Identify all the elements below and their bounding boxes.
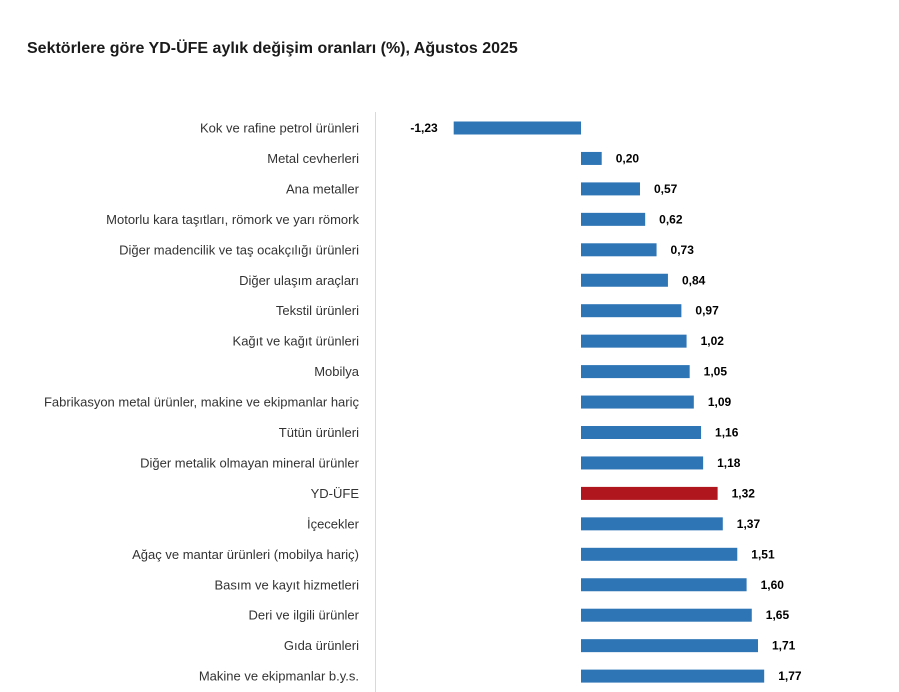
bar bbox=[581, 365, 690, 379]
bar bbox=[581, 212, 646, 226]
category-label: Metal cevherleri bbox=[267, 151, 359, 166]
category-label: Diğer metalik olmayan mineral ürünler bbox=[140, 455, 360, 470]
bar bbox=[581, 395, 694, 409]
category-label: Ana metaller bbox=[286, 181, 360, 196]
value-label: 1,51 bbox=[751, 547, 775, 561]
value-label: -1,23 bbox=[410, 121, 438, 135]
bar bbox=[581, 578, 747, 592]
value-label: 0,84 bbox=[682, 273, 706, 287]
category-label: Diğer madencilik ve taş ocakçılığı ürünl… bbox=[119, 242, 359, 257]
bar bbox=[581, 608, 752, 622]
category-label: Mobilya bbox=[314, 364, 360, 379]
category-label: Diğer ulaşım araçları bbox=[239, 273, 359, 288]
category-label: Tekstil ürünleri bbox=[276, 303, 359, 318]
value-label: 0,62 bbox=[659, 212, 683, 226]
value-label: 1,71 bbox=[772, 639, 796, 653]
bar bbox=[581, 304, 682, 318]
bar bbox=[581, 243, 657, 257]
category-label: Gıda ürünleri bbox=[284, 638, 359, 653]
category-label: Basım ve kayıt hizmetleri bbox=[215, 577, 360, 592]
value-label: 1,09 bbox=[708, 395, 732, 409]
category-label: Kok ve rafine petrol ürünleri bbox=[200, 121, 359, 136]
category-label: Makine ve ekipmanlar b.y.s. bbox=[199, 669, 359, 684]
category-label: Tütün ürünleri bbox=[279, 425, 359, 440]
category-label: Kağıt ve kağıt ürünleri bbox=[233, 334, 360, 349]
bar bbox=[581, 456, 704, 470]
bar bbox=[453, 121, 581, 135]
bar bbox=[581, 334, 687, 348]
bar bbox=[581, 669, 765, 683]
value-label: 1,02 bbox=[701, 334, 725, 348]
chart-title: Sektörlere göre YD-ÜFE aylık değişim ora… bbox=[27, 40, 518, 57]
value-label: 1,18 bbox=[717, 456, 741, 470]
value-label: 0,73 bbox=[671, 243, 695, 257]
category-label: YD-ÜFE bbox=[311, 486, 360, 501]
bar bbox=[581, 547, 738, 561]
bar bbox=[581, 517, 723, 531]
value-label: 1,60 bbox=[761, 578, 785, 592]
value-label: 1,37 bbox=[737, 517, 761, 531]
value-label: 0,20 bbox=[616, 151, 640, 165]
value-label: 1,05 bbox=[704, 365, 728, 379]
bar bbox=[581, 182, 640, 196]
bar bbox=[581, 639, 758, 653]
chart-rows: Kok ve rafine petrol ürünleri -1,23 Metal … bbox=[44, 121, 802, 684]
bar bbox=[581, 151, 602, 165]
value-label: 1,32 bbox=[732, 486, 756, 500]
value-label: 1,77 bbox=[778, 669, 802, 683]
value-label: 0,97 bbox=[695, 304, 719, 318]
category-label: Deri ve ilgili ürünler bbox=[248, 608, 359, 623]
bar bbox=[581, 426, 702, 439]
bar-highlight bbox=[581, 486, 718, 500]
value-label: 1,65 bbox=[766, 608, 790, 622]
category-label: Motorlu kara taşıtları, römork ve yarı r… bbox=[106, 212, 359, 227]
value-label: 1,16 bbox=[715, 426, 739, 440]
category-label: Ağaç ve mantar ürünleri (mobilya hariç) bbox=[132, 547, 359, 562]
value-label: 0,57 bbox=[654, 182, 678, 196]
bar bbox=[581, 273, 668, 287]
category-label: İçecekler bbox=[307, 516, 360, 531]
category-label: Fabrikasyon metal ürünler, makine ve eki… bbox=[44, 395, 360, 410]
